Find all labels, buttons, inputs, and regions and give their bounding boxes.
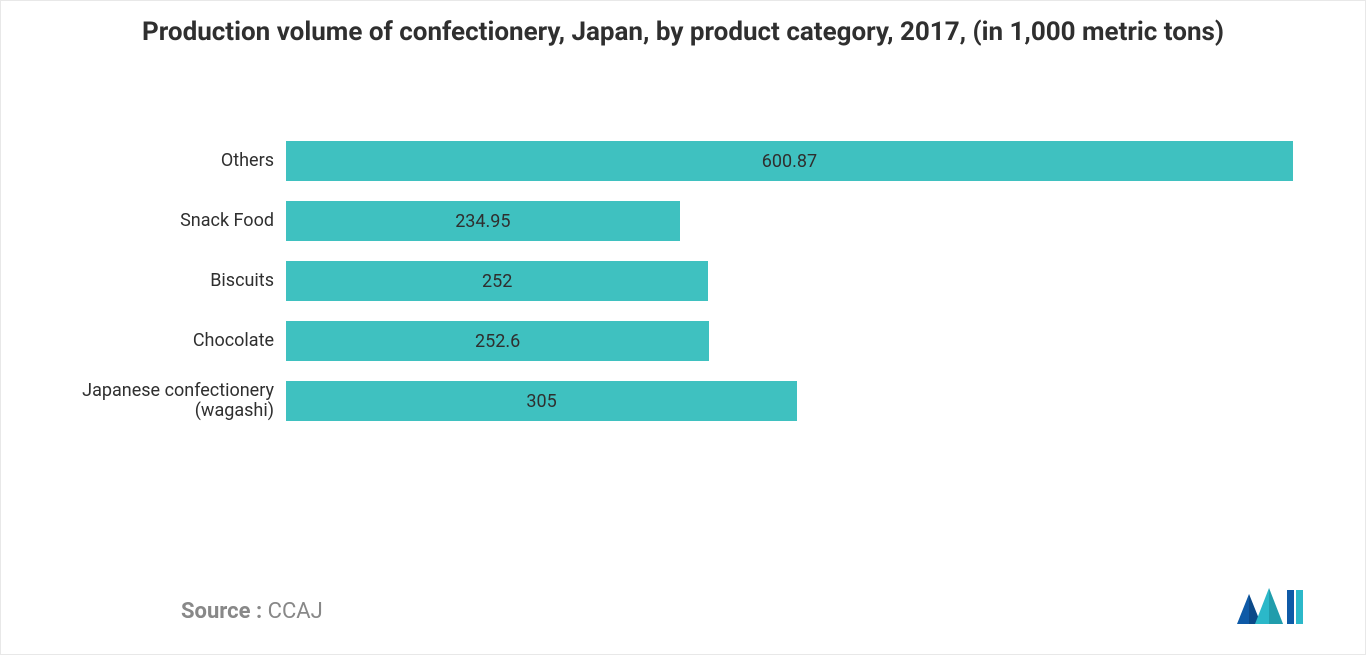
category-label: Snack Food bbox=[21, 211, 286, 231]
plot-area: Others600.87Snack Food234.95Biscuits252C… bbox=[286, 131, 1325, 431]
bar-value-label: 252 bbox=[482, 271, 512, 292]
bar-value-label: 252.6 bbox=[475, 331, 520, 352]
bar-track: 234.95 bbox=[286, 191, 1325, 251]
bar-row: Chocolate252.6 bbox=[286, 311, 1325, 371]
source-footer: Source : CCAJ bbox=[181, 599, 323, 624]
bar-row: Japanese confectionery (wagashi)305 bbox=[286, 371, 1325, 431]
chart-container: Production volume of confectionery, Japa… bbox=[0, 0, 1366, 655]
chart-title: Production volume of confectionery, Japa… bbox=[61, 15, 1305, 50]
source-label: Source : bbox=[181, 599, 268, 624]
bar: 252.6 bbox=[286, 321, 709, 361]
bar-row: Biscuits252 bbox=[286, 251, 1325, 311]
bar-track: 600.87 bbox=[286, 131, 1325, 191]
bar-value-label: 234.95 bbox=[455, 211, 510, 232]
bar-track: 252 bbox=[286, 251, 1325, 311]
bar-track: 252.6 bbox=[286, 311, 1325, 371]
category-label: Others bbox=[21, 151, 286, 171]
source-value: CCAJ bbox=[268, 599, 323, 624]
brand-logo-icon bbox=[1235, 584, 1305, 629]
bar-row: Snack Food234.95 bbox=[286, 191, 1325, 251]
category-label: Biscuits bbox=[21, 271, 286, 291]
bar-value-label: 600.87 bbox=[762, 151, 817, 172]
bar: 234.95 bbox=[286, 201, 680, 241]
category-label: Japanese confectionery (wagashi) bbox=[21, 381, 286, 421]
bar-row: Others600.87 bbox=[286, 131, 1325, 191]
bar: 305 bbox=[286, 381, 797, 421]
bar: 252 bbox=[286, 261, 708, 301]
bar-track: 305 bbox=[286, 371, 1325, 431]
bar-value-label: 305 bbox=[526, 391, 556, 412]
category-label: Chocolate bbox=[21, 331, 286, 351]
bar: 600.87 bbox=[286, 141, 1293, 181]
